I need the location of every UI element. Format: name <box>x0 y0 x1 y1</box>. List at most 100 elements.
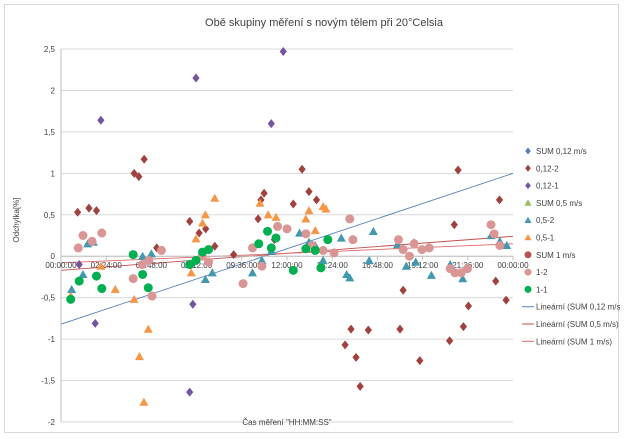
y-tick-label: 0,5 <box>44 211 56 220</box>
data-point <box>140 154 148 164</box>
legend-marker <box>524 234 532 241</box>
legend-label: SUM 0,12 m/s <box>536 147 587 156</box>
data-point <box>143 324 153 333</box>
data-point <box>329 248 339 258</box>
data-point <box>66 294 76 304</box>
data-point <box>341 340 349 350</box>
data-point <box>416 356 424 366</box>
data-point <box>352 352 360 362</box>
y-tick-label: 1 <box>51 169 56 178</box>
data-point <box>74 207 82 217</box>
data-point <box>298 164 306 174</box>
y-tick-label: 2 <box>51 86 56 95</box>
data-point <box>91 271 101 281</box>
data-point <box>356 381 364 391</box>
data-point <box>345 214 355 224</box>
data-point <box>254 239 264 249</box>
x-tick-label: 12:00:00 <box>271 261 303 270</box>
data-point <box>97 284 107 294</box>
data-point <box>74 276 84 286</box>
data-point <box>368 226 378 235</box>
data-point <box>257 255 267 264</box>
data-point <box>318 255 328 264</box>
data-point <box>267 119 275 129</box>
chart-title: Obě skupiny měření s novým tělem při 20°… <box>205 17 444 29</box>
data-point <box>73 243 83 253</box>
legend-label: Lineární (SUM 0,5 m/s) <box>536 320 619 329</box>
data-point <box>156 245 166 255</box>
data-point <box>489 229 499 239</box>
data-point <box>257 195 265 205</box>
data-point <box>91 318 99 328</box>
data-point <box>257 261 267 271</box>
legend-marker <box>524 216 532 223</box>
data-point <box>459 322 468 332</box>
y-tick-label: -1 <box>48 335 56 344</box>
data-point <box>462 264 472 274</box>
data-point <box>310 245 320 255</box>
data-point <box>195 228 203 238</box>
data-point <box>426 270 436 279</box>
data-point <box>186 216 194 226</box>
data-point <box>129 294 139 303</box>
data-point <box>323 235 333 245</box>
data-point <box>266 243 276 253</box>
legend-marker <box>525 147 531 155</box>
data-point <box>78 231 88 240</box>
y-tick-label: 1,5 <box>44 128 56 137</box>
data-point <box>97 228 107 238</box>
legend-label: SUM 1 m/s <box>536 251 576 260</box>
x-tick-label: 16:48:00 <box>362 261 394 270</box>
data-point <box>424 243 434 253</box>
data-point <box>189 299 197 309</box>
data-point <box>92 206 101 216</box>
data-point <box>417 245 427 255</box>
data-point <box>271 233 281 243</box>
x-tick-label: 09:36:00 <box>226 261 258 270</box>
legend-label: Lineární (SUM 0,12 m/s) <box>536 303 620 312</box>
x-tick-label: 00:00:00 <box>497 261 529 270</box>
y-axis-label: Odchylka[%] <box>12 198 21 243</box>
data-point <box>254 214 262 224</box>
data-point <box>263 210 273 219</box>
data-point <box>134 352 144 361</box>
data-point <box>398 245 408 255</box>
data-point <box>191 234 201 243</box>
legend-marker <box>524 199 532 206</box>
data-point <box>78 269 88 279</box>
data-point <box>396 324 404 334</box>
data-point <box>130 168 138 178</box>
data-point <box>336 233 346 242</box>
data-point <box>495 195 504 205</box>
data-point <box>312 195 321 205</box>
data-point <box>137 260 147 270</box>
data-point <box>135 172 143 182</box>
data-point <box>147 291 157 301</box>
legend-label: 0,5-1 <box>536 234 555 243</box>
legend-label: 0,12-1 <box>536 182 559 191</box>
data-point <box>271 212 281 221</box>
legend-marker <box>525 182 531 190</box>
data-point <box>192 73 200 83</box>
data-point <box>67 284 77 293</box>
y-tick-label: -0,5 <box>41 294 55 303</box>
data-point <box>211 241 219 251</box>
data-point <box>345 273 355 282</box>
data-point <box>486 220 496 230</box>
legend-label: 1-1 <box>536 285 548 294</box>
data-point <box>399 285 407 295</box>
legend-label: 0,12-2 <box>536 164 559 173</box>
y-tick-label: 2,5 <box>44 45 56 54</box>
data-point <box>401 261 411 270</box>
data-point <box>409 239 419 249</box>
y-tick-label: -1,5 <box>41 377 55 386</box>
data-point <box>279 46 287 56</box>
data-point <box>450 268 460 278</box>
chart-svg: Obě skupiny měření s novým tělem při 20°… <box>12 17 620 427</box>
data-point <box>230 250 238 260</box>
data-point <box>138 269 148 279</box>
trendline <box>60 172 514 325</box>
legend-marker <box>524 285 532 293</box>
data-point <box>128 250 138 260</box>
x-tick-label: 00:00:00 <box>45 261 77 270</box>
